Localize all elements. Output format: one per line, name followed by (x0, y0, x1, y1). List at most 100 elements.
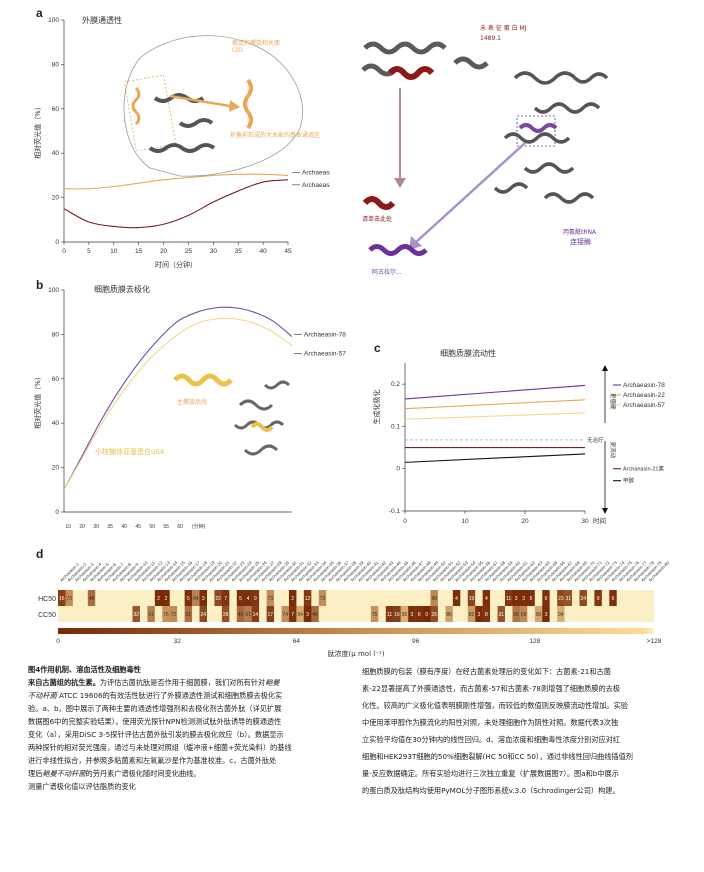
heat-cell (363, 606, 372, 622)
series-line-Archaeasin-22 (63, 173, 289, 190)
heat-cell-value: 2 (165, 596, 168, 602)
x-tick-label: 35 (235, 248, 243, 255)
heat-cell (378, 590, 386, 606)
heat-cell-value: 56 (513, 612, 519, 618)
colorbar-label: 肽浓度(μ mol l⁻¹) (328, 649, 385, 658)
heat-cell (132, 606, 141, 622)
heat-cell (437, 606, 446, 622)
legend-label: Archaeasin-22 (623, 392, 665, 399)
heat-cell-value: 3 (410, 612, 413, 618)
heat-cell (557, 606, 565, 622)
heat-cell (139, 590, 148, 606)
heat-cell (125, 606, 133, 622)
heat-cell (482, 590, 491, 606)
heat-cell-value: 17 (268, 612, 274, 618)
caption-left: 图4作用机制、溶血活性及细胞毒性 来自古菌组的抗生素。为评估古菌抗肽是否作用于细… (28, 663, 348, 793)
heat-cell (169, 590, 178, 606)
caption-right-line: 量-反应数据确定。所有实验均进行三次独立重复（扩展数据图7）。图a和b中展示 (362, 769, 619, 778)
heat-cell (445, 590, 454, 606)
untreated-label: 无治疗 (587, 436, 604, 444)
x-tick-label: 10 (65, 524, 71, 530)
heat-cell (631, 606, 640, 622)
heat-cell-value: 90 (536, 612, 542, 618)
heat-cell (87, 606, 96, 622)
heat-cell (385, 590, 394, 606)
heat-cell (564, 590, 573, 606)
heat-cell-value: 23 (558, 596, 564, 602)
heat-cell (475, 590, 483, 606)
heat-cell (147, 590, 156, 606)
heat-cell-value: 3 (545, 612, 548, 618)
heat-cell (311, 590, 319, 606)
x-axis-label: 时间 (593, 516, 606, 525)
heat-cell-value: 3 (306, 612, 309, 618)
heat-cell (646, 590, 655, 606)
heat-cell-value: 69 (521, 612, 527, 618)
heat-cell-value: 31 (498, 612, 504, 618)
heat-cell (594, 590, 603, 606)
y-axis-label: 生成化极化 (372, 390, 381, 425)
heat-cell (72, 606, 81, 622)
heat-cell-value: 51 (186, 612, 192, 618)
heat-cell (125, 590, 133, 606)
heat-cell-value: 28 (223, 612, 229, 618)
heat-cell-value: 73 (66, 596, 72, 602)
stiffer-label: 更僵硬 (609, 393, 617, 410)
heat-cell (65, 590, 74, 606)
caption-left-line: 理后鲍曼不动杆菌的劳丹素广谱极化随时间变化曲线。 (28, 769, 201, 778)
heat-cell (318, 590, 327, 606)
y-tick-label: 0 (396, 466, 400, 473)
x-tick-label: 10 (461, 518, 469, 525)
heat-cell (393, 606, 401, 622)
heat-cell (87, 590, 96, 606)
heat-cell (311, 606, 319, 622)
caption-left-line: 进行非线性拟合，并参照多粘菌素和左氧氟沙星作为基准校准。c，古菌外肽处 (28, 756, 277, 765)
heat-cell (363, 590, 372, 606)
heat-cell (415, 606, 424, 622)
heat-cell (244, 590, 252, 606)
panel-b-letter: b (36, 278, 44, 292)
y-tick-label: -0.1 (389, 508, 401, 515)
heat-cell (288, 606, 297, 622)
heat-cell-value: 73 (268, 596, 274, 602)
caption-left-line: 来自古菌组的抗生素。为评估古菌抗肽是否作用于细菌膜，我们对所有针对鲍曼 (28, 678, 280, 687)
heat-cell (639, 590, 647, 606)
heat-cell-value: 32 (133, 612, 139, 618)
x-tick-label: 45 (284, 248, 292, 255)
heat-cell (251, 606, 260, 622)
x-tick-label: 0 (403, 518, 407, 525)
heat-cell-value: 76 (163, 612, 169, 618)
heat-cell (467, 606, 476, 622)
series-line-Archaeasin-78 (63, 306, 293, 491)
y-tick-label: 40 (52, 150, 60, 157)
y-tick-label: 60 (52, 106, 60, 113)
heat-cell (408, 590, 416, 606)
heat-cell (475, 606, 483, 622)
heat-cell (609, 606, 617, 622)
heat-cell (244, 606, 252, 622)
heat-cell (288, 590, 297, 606)
heat-cell (58, 606, 66, 622)
heat-cell-value: 72 (171, 612, 177, 618)
y-tick-label: 80 (52, 61, 60, 68)
heat-cell (221, 606, 230, 622)
heat-cell (505, 590, 513, 606)
x-tick-label: 30 (93, 524, 99, 530)
colorbar-tick: >128 (647, 638, 662, 645)
heat-cell (341, 606, 349, 622)
heat-cell (296, 606, 305, 622)
heat-cell (229, 590, 237, 606)
heat-cell (229, 606, 237, 622)
heat-cell (512, 590, 521, 606)
heat-cell (519, 606, 528, 622)
fold-hint-annotation: 假定的螺旋和关面 (2D (232, 40, 281, 54)
heat-cell (460, 606, 468, 622)
heat-cell (437, 590, 446, 606)
heat-cell (594, 606, 603, 622)
heat-cell-value: 19 (469, 596, 475, 602)
caption-right-line: 立实验平均值在30分钟内的线性回归。d、溶血浓度和细胞毒性浓度分别对应对红 (362, 735, 621, 744)
heat-cell (490, 590, 498, 606)
heat-cell-value: 7 (291, 612, 294, 618)
x-axis-label: (分钟) (192, 523, 206, 530)
x-tick-label: 45 (135, 524, 141, 530)
